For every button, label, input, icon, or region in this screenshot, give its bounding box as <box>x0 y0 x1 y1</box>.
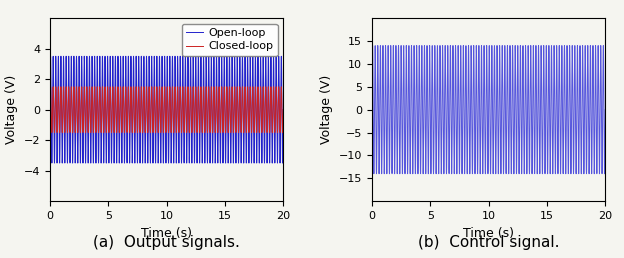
Closed-loop <box>280 108 287 111</box>
X-axis label: Time (s): Time (s) <box>463 227 514 239</box>
Open-loop <box>186 110 193 114</box>
Open-loop <box>89 64 96 67</box>
Closed-loop <box>89 89 96 92</box>
Y-axis label: Voltage (V): Voltage (V) <box>5 75 18 144</box>
X-axis label: Time (s): Time (s) <box>141 227 192 239</box>
Open-loop <box>46 108 54 111</box>
Closed-loop <box>198 115 205 118</box>
Legend: Open-loop, Closed-loop: Open-loop, Closed-loop <box>182 24 278 56</box>
Closed-loop <box>135 95 143 98</box>
Open-loop <box>198 124 205 127</box>
Open-loop <box>280 108 287 111</box>
Open-loop <box>135 78 143 81</box>
Closed-loop <box>238 104 246 107</box>
Open-loop <box>97 162 105 165</box>
Text: (a)  Output signals.: (a) Output signals. <box>93 235 240 250</box>
Text: (b)  Control signal.: (b) Control signal. <box>418 235 559 250</box>
Closed-loop <box>228 85 236 88</box>
Open-loop <box>228 55 236 58</box>
Closed-loop <box>220 88 228 91</box>
Open-loop <box>238 98 246 101</box>
Closed-loop <box>97 131 105 134</box>
Line: Open-loop: Open-loop <box>50 56 283 163</box>
Open-loop <box>220 61 228 64</box>
Closed-loop <box>46 108 54 111</box>
Closed-loop <box>186 109 193 112</box>
Line: Closed-loop: Closed-loop <box>50 87 283 133</box>
Y-axis label: Voltage (V): Voltage (V) <box>320 75 333 144</box>
